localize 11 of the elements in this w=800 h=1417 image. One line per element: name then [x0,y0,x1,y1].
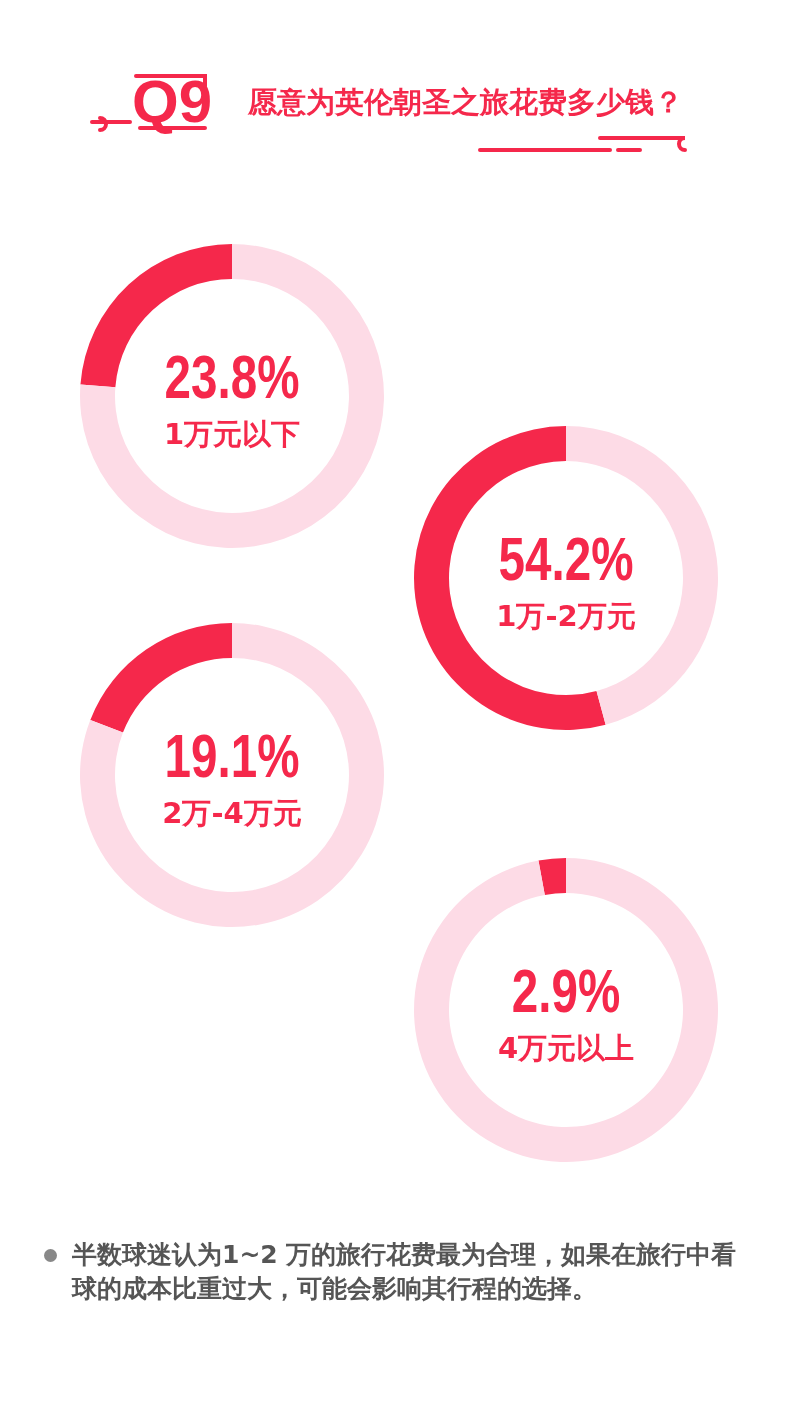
text: 半数球迷认为1~2 万的旅行花费最为合理，如果在旅行中看球的成本比重过大，可能会影响其行程的选择。 [72,1239,738,1305]
data-label: 19.1% [164,721,300,791]
data-label: 23.8% [164,342,300,412]
slice-label: 1万-2万元 [496,599,636,633]
slice-label: 2万-4万元 [162,796,302,830]
data-label: 54.2% [498,524,634,594]
data-label: 2.9% [511,956,621,1026]
text: 愿意为英伦朝圣之旅花费多少钱？ [247,85,683,119]
slice-label: 1万元以下 [163,417,301,451]
chart-title: Q9 [131,68,213,135]
slice-label: 4万元以上 [497,1031,635,1065]
